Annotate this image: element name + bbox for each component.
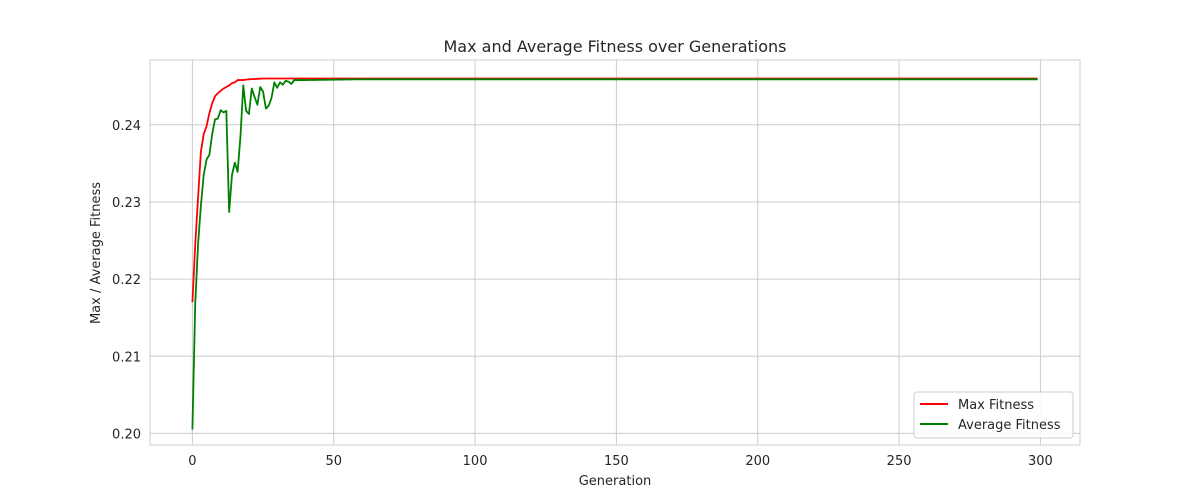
y-tick-label: 0.21 [112,350,141,365]
plot-area [150,60,1080,445]
x-axis-label: Generation [579,474,652,489]
x-tick-label: 50 [325,454,342,469]
grid [150,60,1080,445]
y-tick-label: 0.24 [112,119,141,134]
x-tick-label: 100 [463,454,488,469]
x-tick-label: 250 [887,454,912,469]
average-fitness-line [191,78,1038,430]
x-tick-label: 150 [604,454,629,469]
series-layer [191,77,1038,430]
legend-box [913,391,1074,439]
legend: Max Fitness Average Fitness [913,391,1074,439]
y-axis-label: Max / Average Fitness [89,182,104,324]
chart-title: Max and Average Fitness over Generations [444,37,787,56]
x-tick-labels: 0 50 100 150 200 250 300 [188,454,1053,469]
x-tick-label: 200 [745,454,770,469]
y-tick-label: 0.20 [112,427,141,442]
y-tick-label: 0.22 [112,273,141,288]
y-tick-label: 0.23 [112,196,141,211]
legend-label-max-fitness: Max Fitness [958,398,1034,413]
x-tick-label: 0 [188,454,196,469]
x-tick-label: 300 [1028,454,1053,469]
y-tick-labels: 0.20 0.21 0.22 0.23 0.24 [112,119,141,443]
legend-label-average-fitness: Average Fitness [958,418,1061,433]
plot-frame [149,59,1081,446]
